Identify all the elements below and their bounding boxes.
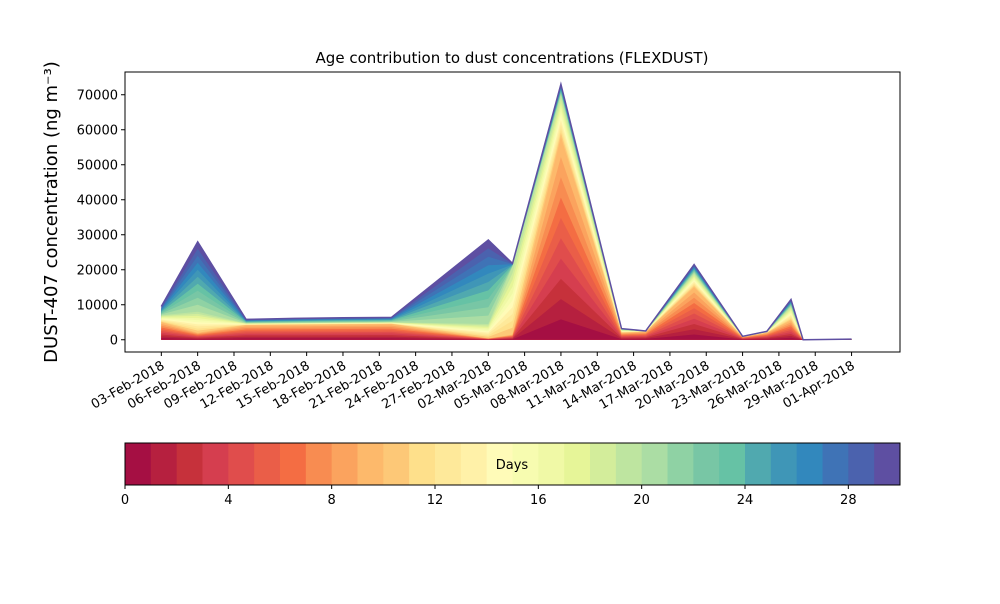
- colorbar-swatch: [150, 443, 178, 485]
- chart-title: Age contribution to dust concentrations …: [316, 49, 709, 67]
- colorbar-swatch: [719, 443, 746, 485]
- colorbar-swatch: [176, 443, 203, 485]
- colorbar: 0 4 8 12 16 20 24 28: [121, 442, 901, 508]
- colorbar-swatch: [202, 443, 229, 485]
- y-tick-label: 10000: [77, 298, 118, 313]
- colorbar-swatch: [693, 443, 720, 485]
- colorbar-swatch: [745, 443, 772, 485]
- colorbar-tick-label: 20: [633, 493, 650, 508]
- colorbar-swatch: [305, 443, 333, 485]
- colorbar-label: Days: [496, 458, 529, 473]
- colorbar-swatch: [796, 443, 823, 485]
- colorbar-swatch: [848, 443, 875, 485]
- colorbar-tick-label: 4: [224, 493, 232, 508]
- y-tick-label: 50000: [77, 158, 118, 173]
- colorbar-swatch: [564, 443, 591, 485]
- colorbar-tick-label: 16: [530, 493, 547, 508]
- y-axis-label: DUST-407 concentration (ng m⁻³): [41, 61, 62, 363]
- colorbar-swatch: [254, 443, 281, 485]
- stacked-areas: [160, 81, 852, 341]
- colorbar-tick-label: 12: [427, 493, 444, 508]
- colorbar-swatch: [770, 443, 798, 485]
- y-axis-ticks: 0 10000 20000 30000 40000 50000 60000 70000: [77, 88, 125, 348]
- age-layer-15: [161, 111, 852, 340]
- colorbar-swatch: [667, 443, 694, 485]
- y-tick-label: 70000: [77, 88, 118, 103]
- age-layer-17: [161, 103, 852, 340]
- y-tick-label: 60000: [77, 123, 118, 138]
- total-line: [160, 81, 852, 341]
- colorbar-swatch: [460, 443, 488, 485]
- colorbar-swatch: [822, 443, 849, 485]
- colorbar-swatch: [615, 443, 643, 485]
- colorbar-tick-label: 24: [737, 493, 754, 508]
- colorbar-swatch: [590, 443, 617, 485]
- colorbar-swatch: [538, 443, 565, 485]
- colorbar-swatch: [409, 443, 436, 485]
- colorbar-swatch: [228, 443, 255, 485]
- colorbar-tick-label: 28: [840, 493, 857, 508]
- colorbar-swatch: [641, 443, 668, 485]
- y-tick-label: 0: [110, 333, 118, 348]
- colorbar-swatch: [280, 443, 307, 485]
- colorbar-tick-label: 8: [328, 493, 336, 508]
- colorbar-swatch: [512, 443, 539, 485]
- colorbar-swatch: [331, 443, 358, 485]
- colorbar-swatch: [486, 443, 513, 485]
- colorbar-swatch: [874, 443, 901, 485]
- y-tick-label: 30000: [77, 228, 118, 243]
- colorbar-swatch: [435, 443, 462, 485]
- colorbar-swatch: [383, 443, 410, 485]
- plot-frame: [124, 71, 901, 353]
- colorbar-swatch: [357, 443, 384, 485]
- age-layer-18: [161, 98, 852, 340]
- y-tick-label: 20000: [77, 263, 118, 278]
- colorbar-tick-label: 0: [121, 493, 129, 508]
- y-tick-label: 40000: [77, 193, 118, 208]
- colorbar-swatch: [125, 443, 152, 485]
- x-axis-ticks: 03-Feb-201806-Feb-201809-Feb-201812-Feb-…: [89, 352, 858, 413]
- colorbar-frame: [124, 442, 901, 486]
